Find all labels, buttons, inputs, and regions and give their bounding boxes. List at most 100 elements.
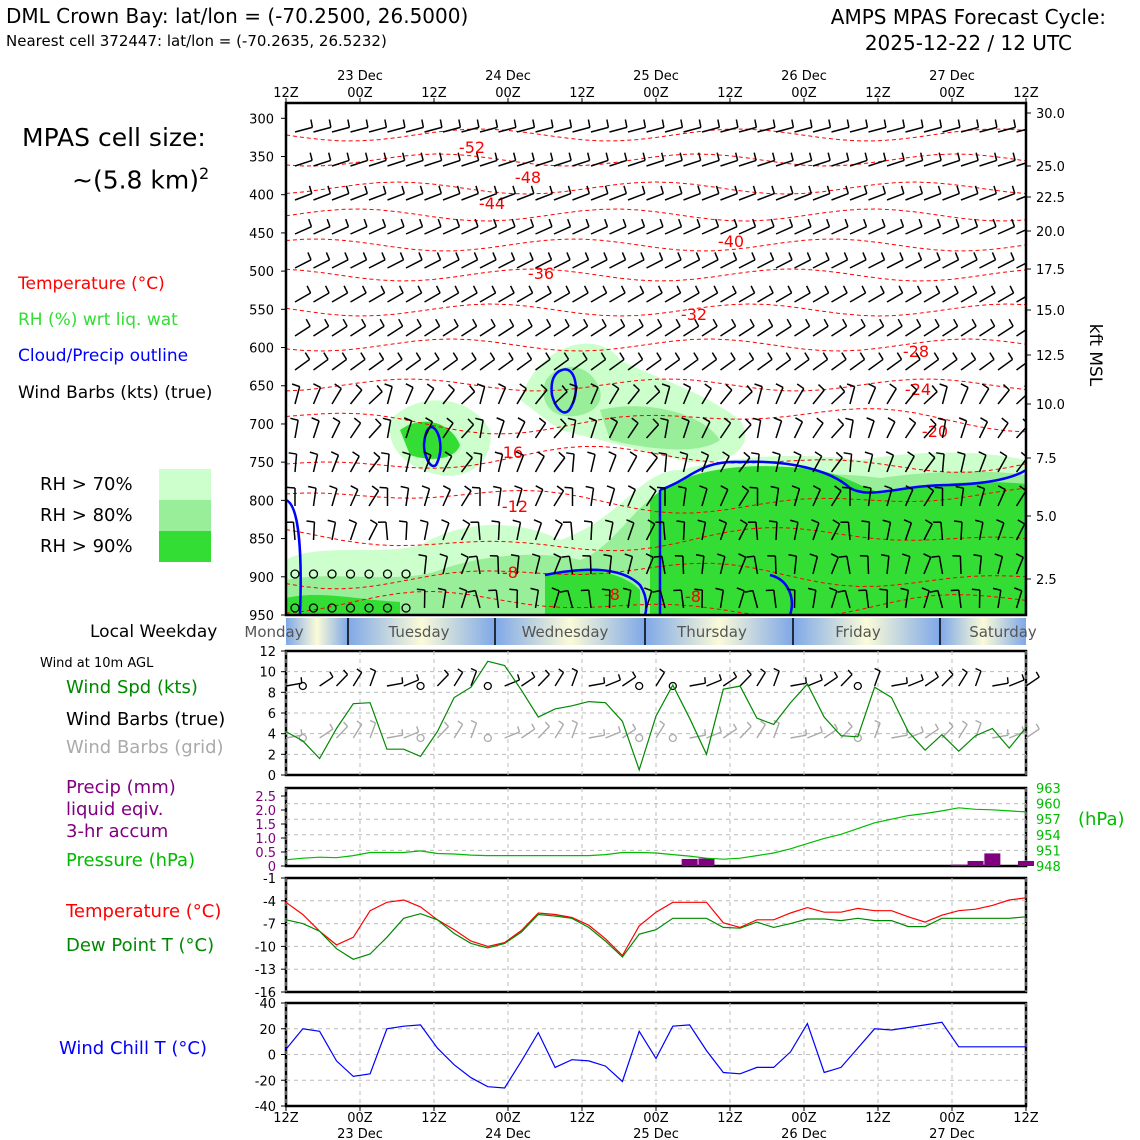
- cell-size-sup: 2: [199, 164, 210, 183]
- wind-barb-flag: [786, 318, 792, 327]
- wind-barb-flag: [476, 383, 485, 388]
- wind-barb: [738, 225, 756, 235]
- wind-barb-flag: [1028, 319, 1032, 326]
- wind-barb: [664, 159, 683, 167]
- wind-barb: [923, 457, 936, 473]
- temperature-contour: [286, 338, 1026, 352]
- wind-barb: [572, 358, 588, 371]
- wind-barb-flag: [604, 185, 609, 194]
- true-wind-barb: [823, 676, 838, 687]
- precip-ytick: 2.5: [255, 790, 276, 805]
- weekday-segment: [793, 618, 940, 645]
- true-wind-barb-calm: [635, 681, 644, 691]
- precip-ytick: 0: [268, 860, 276, 875]
- wind-barb: [867, 420, 875, 439]
- wind-barb: [868, 325, 885, 337]
- wind-barb: [849, 420, 854, 439]
- wind-barb-flag: [309, 451, 318, 456]
- true-wind-barb: [739, 674, 752, 687]
- legend-wind: Wind Barbs (kts) (true): [18, 383, 213, 403]
- wind-barb: [461, 192, 479, 201]
- wind-barb: [886, 522, 892, 541]
- wind-barb-flag: [324, 318, 330, 327]
- wind-barb: [646, 358, 662, 371]
- wind-barb-flag: [641, 185, 646, 194]
- grid-wind-barb: [369, 722, 377, 739]
- true-wind-barb: [571, 670, 579, 687]
- wind-barb-flag: [866, 417, 875, 422]
- wind-barb: [386, 386, 393, 405]
- wind-barb: [627, 259, 645, 269]
- wind-barb-flag: [730, 352, 736, 360]
- wind-barb-flag: [510, 252, 516, 261]
- wind-barb: [608, 421, 619, 439]
- wind-barb-flag: [830, 553, 839, 558]
- grid-wind-barb: [807, 731, 823, 739]
- wind-barb: [646, 159, 664, 167]
- wind-barb-flag: [346, 152, 350, 161]
- temp-ytick: -7: [263, 918, 276, 933]
- true-wind-barb: [588, 682, 605, 687]
- wind-barb: [978, 421, 989, 439]
- wind-barb: [719, 556, 726, 575]
- wind-barb: [849, 259, 867, 269]
- wind-barb-flag: [993, 152, 998, 161]
- wind-barb: [553, 457, 566, 473]
- wind-barb-flag: [660, 417, 669, 422]
- wind-barb: [423, 388, 435, 405]
- wind-barb-flag: [493, 218, 498, 227]
- wind-barb-flag: [564, 486, 573, 489]
- wind-barb-flag: [839, 385, 846, 393]
- wind-barb: [312, 420, 320, 439]
- temperature-contour: [286, 153, 1026, 167]
- wind-barb: [387, 225, 405, 235]
- wind-barb-flag: [473, 452, 482, 455]
- wind-barb: [534, 422, 547, 439]
- wind-barb-flag: [327, 519, 336, 524]
- wind-barb: [738, 590, 745, 609]
- wind-ytick: 10: [259, 666, 276, 681]
- wind-barb: [423, 522, 429, 541]
- wind-barb-flag: [584, 252, 590, 261]
- wind-barb: [627, 489, 637, 507]
- wind-barb: [312, 521, 316, 541]
- legend-dewpoint-line: Dew Point T (°C): [66, 935, 215, 956]
- wind-barb: [331, 292, 348, 303]
- wind-barb: [812, 455, 823, 473]
- wind-barb-flag: [1020, 451, 1026, 458]
- wind-barb-flag: [551, 587, 560, 592]
- weekday-segment: [286, 618, 348, 645]
- wind-barb: [350, 325, 367, 337]
- wind-barb-flag: [623, 152, 628, 161]
- wind-barb-flag: [954, 252, 960, 261]
- wind-barb-flag: [556, 485, 564, 492]
- temperature-contour: [286, 487, 1026, 514]
- wind-barb: [940, 522, 944, 541]
- wind-barb-flag: [732, 252, 738, 261]
- wind-barb: [960, 225, 978, 235]
- wind-barb: [590, 358, 607, 371]
- wind-barb: [849, 358, 866, 371]
- wind-barb-flag: [475, 152, 480, 161]
- top-time-label: 00Z: [939, 86, 965, 101]
- wind-barb: [720, 325, 737, 337]
- wind-panel: 12 10 8 6 4 2 0: [259, 645, 1040, 784]
- legend-wind-barbs-true: Wind Barbs (true): [66, 709, 226, 730]
- swatch-rh70: [159, 469, 211, 500]
- wind-barb-flag: [569, 119, 573, 128]
- wind-barb: [313, 126, 332, 133]
- wind-barb: [534, 389, 548, 405]
- wind-barb-flag: [788, 553, 797, 557]
- wind-barb-flag: [915, 352, 921, 360]
- time-axes: 12Z 12Z 00Z 00Z 12Z 12Z 00Z 00Z 12Z 12Z 00Z 00Z 12Z 1…: [273, 69, 1039, 1140]
- wind-barb-flag: [400, 218, 405, 227]
- wind-barb-flag: [530, 185, 535, 194]
- kft-axis-label: kft MSL: [1085, 324, 1105, 387]
- wind-barb: [350, 292, 367, 303]
- wind-barb-flag: [749, 486, 758, 489]
- legend-rh80: RH > 80%: [40, 505, 133, 526]
- wind-barb-flag: [695, 553, 705, 557]
- wind-barb-flag: [795, 417, 803, 423]
- wind-barb: [405, 126, 424, 133]
